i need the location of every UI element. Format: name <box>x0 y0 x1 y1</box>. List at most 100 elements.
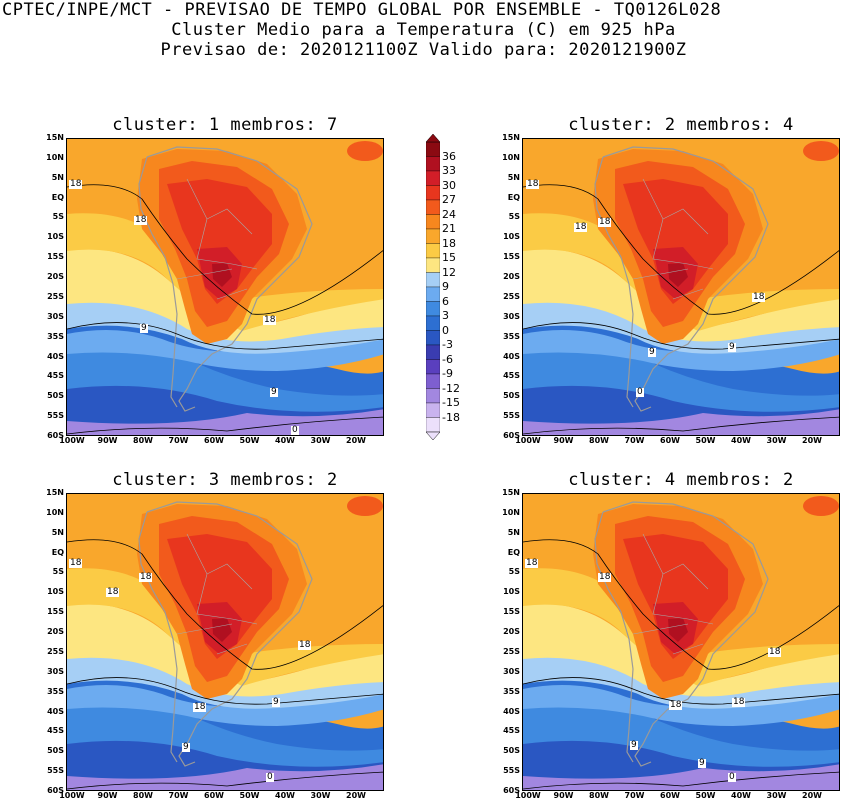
lat-tick-label: 55S <box>47 411 64 421</box>
lat-tick-label: 55S <box>503 411 520 421</box>
contour-value-label: 9 <box>270 387 278 397</box>
lat-tick-label: 5N <box>507 172 520 182</box>
field-6to9 <box>67 651 383 709</box>
field-land-33 <box>212 263 232 287</box>
lon-tick-label: 60W <box>660 436 680 445</box>
lat-tick-label: 10S <box>47 587 64 597</box>
panel-3-map <box>66 493 384 791</box>
contour-value-label: 18 <box>134 215 148 225</box>
colorbar-swatch <box>425 214 441 230</box>
colorbar-tick-label: 3 <box>442 309 449 322</box>
warm-blob-ne <box>803 496 839 516</box>
contour-value-label: 18 <box>298 640 312 650</box>
field-6to9 <box>523 296 839 354</box>
colorbar-swatch <box>425 185 441 201</box>
lat-tick-label: 60S <box>47 431 64 440</box>
contour-value-label: 18 <box>732 697 746 707</box>
lon-tick-label: 90W <box>553 436 574 445</box>
field-3to6 <box>67 685 383 726</box>
panel-1-map <box>66 138 384 436</box>
lon-tick-label: 80W <box>589 791 609 800</box>
lat-tick-label: 15N <box>502 488 520 497</box>
colorbar-swatch <box>425 228 441 244</box>
lon-tick-label: 40W <box>275 791 295 800</box>
contour-value-label: 18 <box>193 702 207 712</box>
lon-tick-label: 30W <box>310 436 331 445</box>
lon-tick-label: 30W <box>766 791 787 800</box>
colorbar-swatch <box>425 344 441 360</box>
colorbar-tick-label: -12 <box>442 381 460 395</box>
borders <box>176 533 258 655</box>
colorbar-tick-label: 24 <box>442 207 456 221</box>
lat-tick-label: 50S <box>503 391 520 401</box>
contour-value-label: 18 <box>526 179 540 189</box>
lon-tick-label: 70W <box>624 436 645 445</box>
lon-tick-label: 50W <box>239 436 260 445</box>
field-12to15 <box>523 248 839 342</box>
contour-value-label: 18 <box>139 572 153 582</box>
lat-tick-label: 5S <box>508 567 520 577</box>
lon-tick-label: 70W <box>624 791 645 800</box>
lat-tick-label: 15S <box>503 607 520 617</box>
warm-blob-ne <box>803 141 839 161</box>
lat-tick-label: 20S <box>47 272 64 282</box>
colorbar-swatch <box>425 257 441 273</box>
lat-tick-label: 60S <box>503 786 520 795</box>
contour-line-2 <box>523 416 839 435</box>
contour-value-label: 18 <box>598 217 612 227</box>
lat-tick-label: 10N <box>46 152 64 162</box>
lon-tick-label: 60W <box>204 791 224 800</box>
colorbar-tick-label: 0 <box>442 323 449 337</box>
lat-tick-label: 30S <box>47 666 64 676</box>
lat-tick-label: 55S <box>503 766 520 776</box>
contour-value-label: 18 <box>752 292 766 302</box>
colorbar-swatch <box>425 286 441 302</box>
lat-tick-label: 5N <box>51 527 64 537</box>
lat-tick-label: 10N <box>502 152 520 162</box>
colorbar-swatch <box>425 359 441 375</box>
contour-line-2 <box>67 771 383 790</box>
lat-tick-label: 45S <box>47 371 64 381</box>
coastline-east <box>602 501 769 767</box>
contour-value-label: 18 <box>669 700 683 710</box>
lon-tick-label: 90W <box>553 791 574 800</box>
lat-tick-label: 30S <box>503 311 520 321</box>
contour-value-label: 18 <box>525 558 539 568</box>
lon-tick-label: 100W <box>59 791 85 800</box>
colorbar-swatch <box>425 156 441 172</box>
coastline-west <box>138 156 178 408</box>
panel-3-title: cluster: 3 membros: 2 <box>112 470 338 490</box>
lon-tick-label: 80W <box>589 436 609 445</box>
contour-line-2 <box>67 416 383 435</box>
contour-line-1 <box>67 322 383 350</box>
temperature-field <box>67 139 383 435</box>
contour-value-label: 0 <box>636 387 644 397</box>
field-land-27 <box>167 179 272 304</box>
lat-tick-label: 20S <box>503 627 520 637</box>
field-6to9 <box>523 651 839 709</box>
lat-tick-label: 10N <box>46 507 64 517</box>
lat-tick-label: 15N <box>46 488 64 497</box>
lat-tick-label: 30S <box>47 311 64 321</box>
lon-tick-label: 20W <box>802 791 822 800</box>
lon-tick-label: 50W <box>695 791 716 800</box>
contour-value-label: 18 <box>106 587 120 597</box>
colorbar-swatch <box>425 199 441 215</box>
lat-tick-label: 5N <box>507 527 520 537</box>
contour-value-label: 9 <box>698 758 706 768</box>
colorbar-tick-label: 15 <box>442 251 456 264</box>
temperature-field <box>523 494 839 790</box>
field-land-27 <box>623 179 728 304</box>
lat-tick-label: 40S <box>47 706 64 716</box>
contour-value-label: 9 <box>648 347 656 357</box>
contour-value-label: 18 <box>69 558 83 568</box>
panel-2-title: cluster: 2 membros: 4 <box>568 115 794 135</box>
coastline-west <box>594 511 634 763</box>
lon-tick-label: 40W <box>731 791 751 800</box>
contour-line-0 <box>523 184 839 315</box>
lat-tick-label: EQ <box>507 192 520 202</box>
lon-tick-label: 20W <box>346 791 366 800</box>
lat-tick-label: 50S <box>47 391 64 401</box>
colorbar-swatch <box>425 315 441 331</box>
field-6to9 <box>67 296 383 354</box>
